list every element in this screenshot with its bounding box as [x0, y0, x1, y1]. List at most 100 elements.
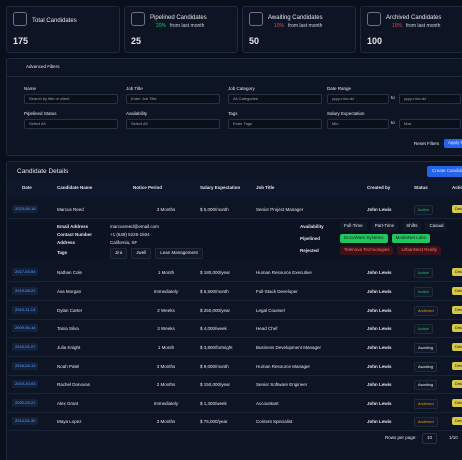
apply-button[interactable]: Apply Filters — [444, 139, 462, 148]
cell: 3 Months — [156, 364, 176, 369]
filter-label: Job Title — [126, 86, 143, 91]
details-button[interactable]: Details — [452, 362, 462, 370]
cell: Julia Knight — [57, 345, 81, 350]
cell: Alex Grant — [57, 401, 79, 406]
rows-per-page-select[interactable]: 10 — [422, 433, 438, 444]
cell: $ 250,000/year — [200, 308, 231, 313]
cell: Senior Project Manager — [256, 207, 304, 212]
cell: 1 Month — [157, 270, 175, 275]
status-chip: Active — [414, 205, 433, 215]
filter-input[interactable]: Min — [327, 119, 389, 129]
header-bg — [7, 180, 462, 197]
filter-label: Pipelined Status — [24, 111, 57, 116]
stat-change: 10% — [392, 23, 403, 29]
detail-value: marcusreed@email.com — [110, 224, 159, 229]
row-divider — [7, 430, 462, 431]
group-label: Availability — [300, 224, 324, 229]
details-button[interactable]: Details — [452, 324, 462, 332]
details-button[interactable]: Details — [452, 417, 462, 425]
filter-input[interactable]: All Categories — [228, 94, 322, 104]
cell: Head Chef — [256, 326, 278, 331]
detail-label: Email Address — [57, 224, 89, 229]
stat-card — [360, 6, 462, 53]
cell: John Lewis — [367, 419, 392, 424]
date-chip: 2019-10-03 — [12, 380, 39, 388]
cell: Immediately — [153, 401, 179, 406]
cell: John Lewis — [367, 207, 392, 212]
detail-label: Address — [57, 240, 76, 245]
row-divider — [7, 281, 462, 282]
filter-input[interactable]: Search by title or client — [24, 94, 118, 104]
chip-row: Telenova Technologies UrbanNest Realty — [340, 246, 445, 255]
details-button[interactable]: Details — [452, 268, 462, 276]
range-separator: to — [391, 95, 395, 100]
row-divider — [7, 356, 462, 357]
cell: $ 9,000/month — [200, 364, 229, 369]
cell: $ 1,300/week — [200, 401, 227, 406]
group-chip: Telenova Technologies — [340, 246, 394, 255]
tag-chip: Lean Management — [155, 248, 203, 259]
filter-input[interactable]: Select All — [24, 119, 118, 129]
stat-icon — [131, 12, 145, 26]
status-chip: Active — [414, 287, 433, 297]
range-separator: to — [391, 120, 395, 125]
status-chip: Active — [414, 268, 433, 278]
details-button[interactable]: Details — [452, 343, 462, 351]
filter-input[interactable]: Max — [399, 119, 461, 129]
cell: Senior Software Engineer — [256, 382, 308, 387]
column-header: Created by — [367, 185, 391, 190]
status-chip: Awaiting — [414, 362, 438, 372]
cell: 2 Months — [156, 382, 176, 387]
filter-input[interactable]: Select All — [126, 119, 220, 129]
details-button[interactable]: Details — [452, 287, 462, 295]
table-panel — [6, 161, 462, 460]
stat-label: Awaiting Candidates — [268, 15, 323, 21]
filter-label: Tags — [228, 111, 238, 116]
stat-label: Pipelined Candidates — [150, 15, 207, 21]
cell: John Lewis — [367, 308, 392, 313]
column-header: Actions — [452, 185, 462, 190]
details-button[interactable]: Details — [452, 306, 462, 314]
reset-button[interactable]: Reset Filters — [414, 141, 440, 146]
cell: $ 5,000/month — [200, 207, 229, 212]
status-chip: Awaiting — [414, 343, 438, 353]
group-chip: UrbanNest Realty — [397, 246, 441, 255]
details-button[interactable]: Details — [452, 399, 462, 407]
status-chip: Archived — [414, 399, 438, 409]
cell: Dylan Carter — [57, 308, 83, 313]
filter-input[interactable]: Enter Tags — [228, 119, 322, 129]
cell: Full-Stack Developer — [256, 289, 298, 294]
row-divider — [7, 393, 462, 394]
group-chip: Full-Time — [340, 222, 367, 231]
create-button[interactable]: Create Candidate — [427, 166, 462, 177]
date-chip: 2010-11-13 — [12, 306, 39, 314]
filter-placeholder: Enter Tags — [233, 121, 253, 126]
group-chip: MediaNet Labs — [391, 234, 430, 243]
tag-chip: Jira — [110, 248, 128, 259]
stat-value: 50 — [249, 36, 260, 46]
status-chip: Active — [414, 324, 433, 334]
filter-placeholder: Select All — [131, 121, 148, 126]
filter-input[interactable]: yyyy-mm-dd — [399, 94, 461, 104]
filter-input[interactable]: Enter Job Title — [126, 94, 220, 104]
filter-placeholder: yyyy-mm-dd — [332, 96, 354, 101]
group-chip: Part-Time — [370, 222, 399, 231]
tag-row: Jira Jwell Lean Management — [110, 248, 207, 259]
tag-chip: Jwell — [131, 248, 152, 259]
cell: 3 Months — [156, 419, 176, 424]
row-divider — [7, 375, 462, 376]
cell: Rachel Donovan — [57, 382, 91, 387]
filter-input[interactable]: yyyy-mm-dd — [327, 94, 389, 104]
details-button[interactable]: Details — [452, 380, 462, 388]
row-divider — [7, 300, 462, 301]
column-header[interactable]: Date — [22, 185, 32, 190]
stat-value: 25 — [131, 36, 142, 46]
column-header: Candidate Name — [57, 185, 93, 190]
stat-label: Total Candidates — [32, 18, 77, 24]
cell: John Lewis — [367, 270, 392, 275]
details-button[interactable]: Details — [452, 205, 462, 213]
rows-per-page-label: Rows per page: — [385, 435, 417, 440]
filter-placeholder: Min — [332, 121, 339, 126]
row-divider — [7, 218, 462, 219]
stat-note: from last month — [170, 23, 205, 29]
